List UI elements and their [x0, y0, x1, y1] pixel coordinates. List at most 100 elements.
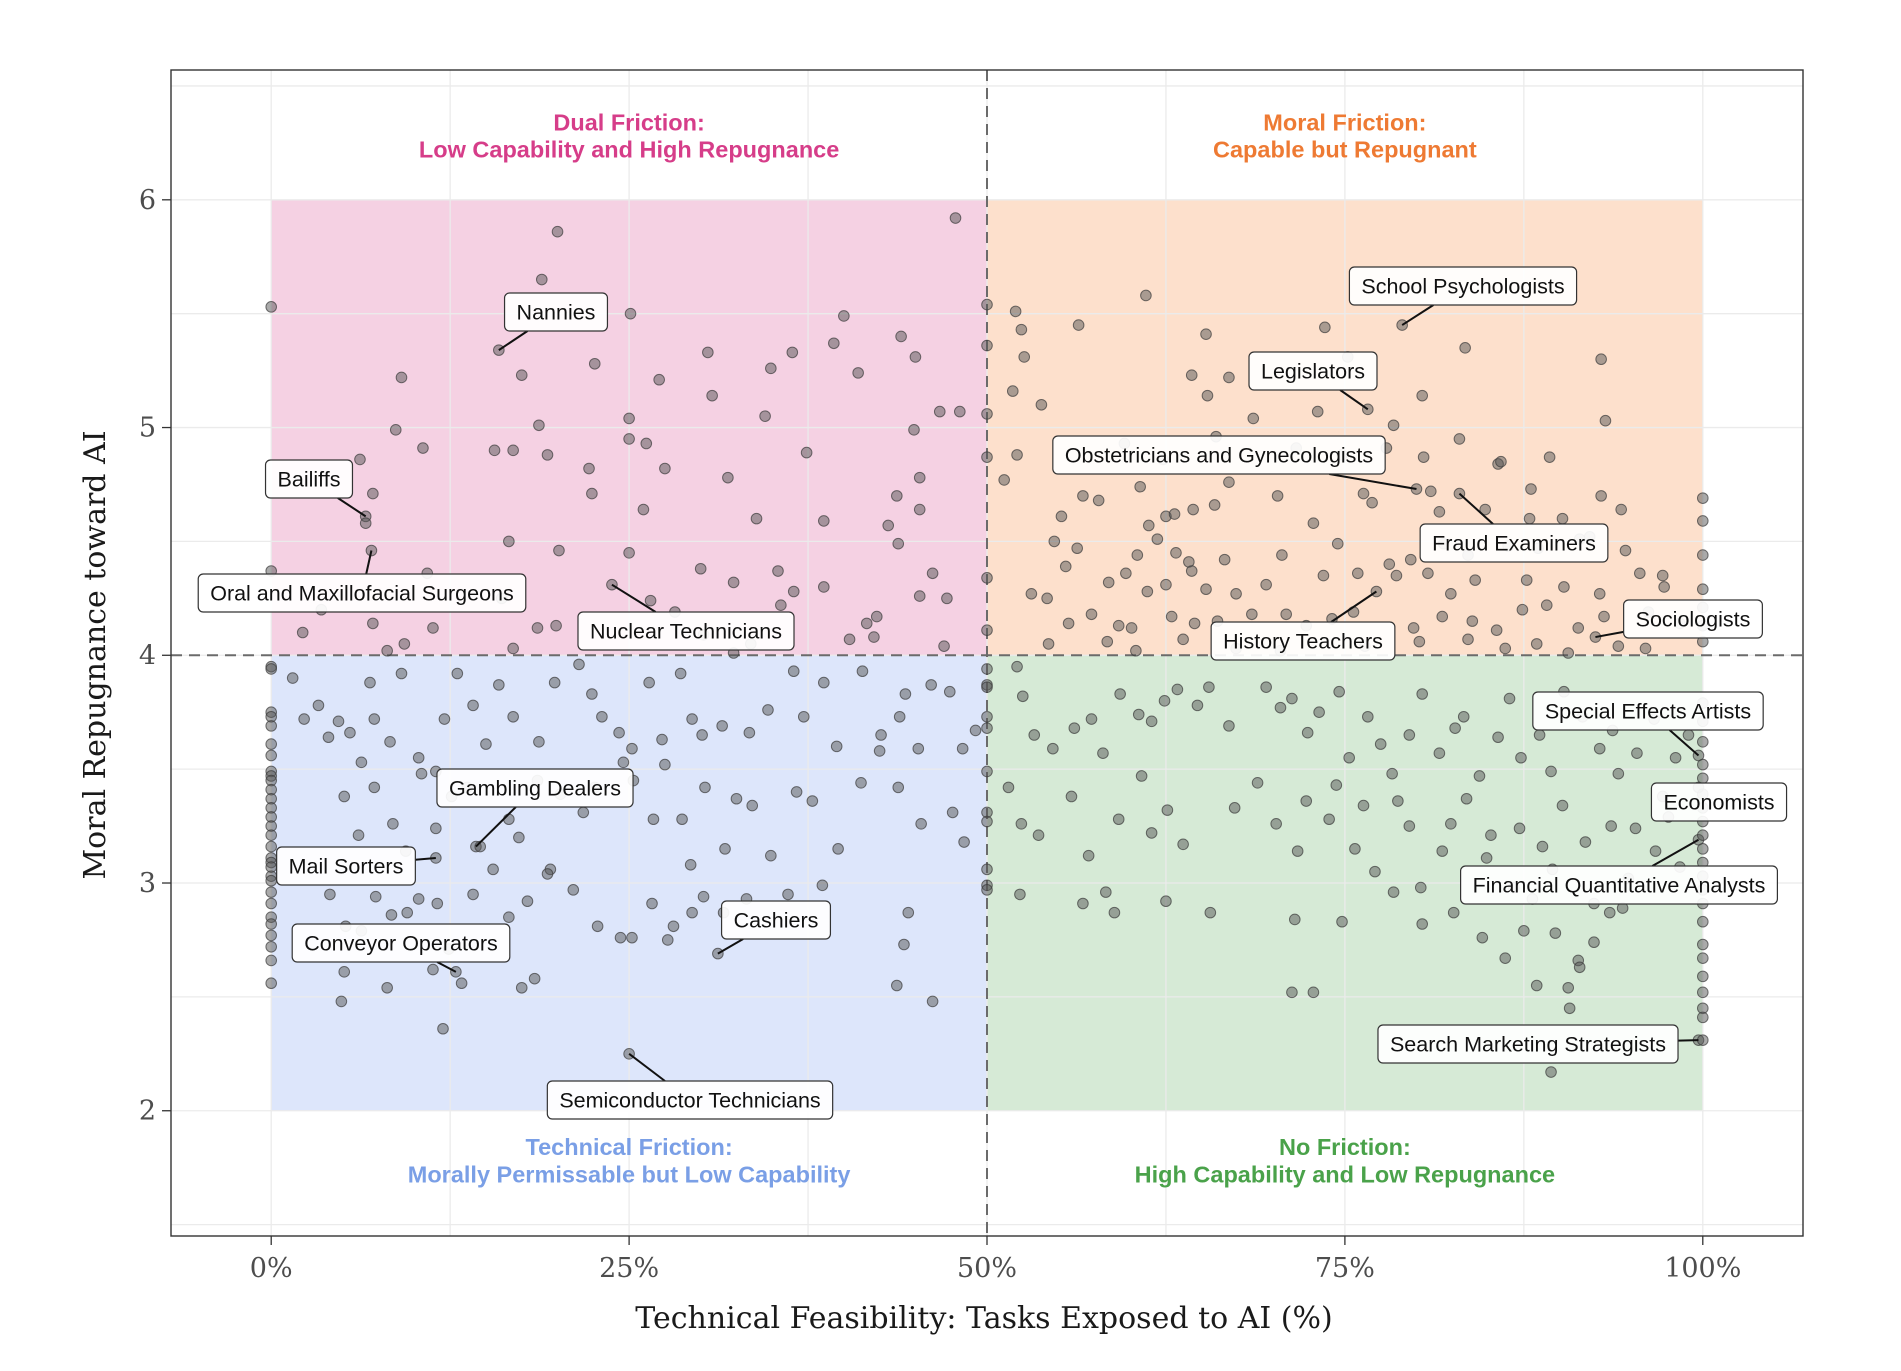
data-point: [1062, 617, 1075, 630]
data-point: [1317, 569, 1330, 582]
y-tick-label: 5: [139, 413, 156, 444]
reference-lines: [171, 70, 1803, 1236]
label-text: Conveyor Operators: [304, 932, 498, 956]
data-point: [1160, 895, 1172, 908]
data-point: [969, 724, 982, 737]
data-point: [1011, 449, 1023, 461]
label-box: [197, 573, 527, 613]
data-point: [507, 444, 519, 457]
data-point: [1042, 638, 1055, 650]
data-point: [427, 622, 439, 634]
data-point: [1696, 843, 1709, 855]
data-point: [1433, 747, 1446, 760]
label-box: [291, 923, 511, 963]
quadrant-title-layer: Dual Friction:Low Capability and High Re…: [408, 109, 1555, 1187]
data-point: [1403, 820, 1416, 832]
data-point: [674, 667, 687, 680]
data-point: [1436, 610, 1449, 623]
label-leader-line: [1668, 729, 1700, 757]
data-point: [1130, 644, 1142, 657]
data-point: [1696, 915, 1709, 928]
data-point: [1108, 906, 1121, 919]
label-box: [1248, 351, 1378, 391]
data-point: [1669, 751, 1682, 764]
data-point: [1330, 779, 1343, 791]
label-leader-line: [1651, 838, 1699, 867]
label-leader-line: [475, 806, 517, 848]
data-point: [1323, 813, 1335, 826]
data-point: [750, 512, 763, 525]
label-box: [264, 459, 354, 499]
data-point: [1515, 751, 1527, 764]
data-point: [787, 585, 800, 598]
label-leader-line: [717, 938, 744, 955]
data-point: [926, 567, 939, 580]
data-point: [830, 740, 843, 753]
data-point: [1543, 451, 1556, 463]
point-label: Cashiers: [717, 900, 832, 955]
data-point: [1516, 603, 1529, 616]
data-point: [1696, 758, 1709, 771]
label-leader-line: [1339, 389, 1369, 411]
label-text: Sociologists: [1636, 608, 1751, 632]
data-point: [1696, 549, 1709, 561]
data-point: [1545, 1066, 1557, 1078]
data-point: [1518, 925, 1530, 937]
data-point: [1599, 414, 1612, 427]
data-point: [417, 442, 429, 454]
data-point: [1188, 617, 1201, 630]
label-text: Financial Quantitative Analysts: [1473, 874, 1766, 898]
data-point: [332, 715, 345, 728]
data-point: [1082, 849, 1095, 862]
data-point: [1276, 549, 1288, 561]
data-point: [981, 408, 993, 420]
data-point: [1177, 633, 1189, 646]
label-leader-line: [436, 961, 457, 973]
point-label: Economists: [1650, 782, 1788, 822]
data-point: [1462, 633, 1474, 646]
data-point: [1403, 729, 1416, 741]
data-point: [265, 977, 278, 990]
data-point: [1311, 405, 1324, 418]
data-point: [895, 330, 907, 343]
data-point: [1383, 558, 1396, 570]
y-axis-title: Moral Repugnance toward AI: [78, 430, 113, 879]
data-point: [981, 722, 993, 734]
data-point: [694, 562, 707, 575]
data-point: [1170, 546, 1182, 559]
data-point: [1145, 827, 1158, 839]
data-point: [686, 906, 698, 919]
data-point: [1141, 585, 1154, 598]
data-point: [855, 777, 867, 789]
point-label: Sociologists: [1595, 599, 1763, 639]
data-point: [1068, 722, 1081, 734]
data-point: [1218, 553, 1231, 566]
y-tick-label: 4: [139, 640, 156, 671]
label-box: [503, 292, 609, 332]
data-point: [772, 565, 784, 577]
data-point: [775, 599, 787, 611]
data-point: [1059, 560, 1072, 573]
label-box: [1460, 865, 1778, 905]
data-point: [640, 437, 653, 450]
data-point: [1696, 952, 1709, 964]
data-point: [875, 729, 887, 741]
label-leader-line: [415, 856, 436, 861]
label-leader-line: [1330, 590, 1377, 623]
data-point: [838, 310, 850, 322]
data-point: [613, 726, 625, 739]
data-point: [507, 642, 519, 655]
point-label: Semiconductor Technicians: [546, 1053, 834, 1120]
data-point: [1392, 795, 1404, 807]
data-point: [958, 836, 970, 848]
data-point: [355, 756, 368, 769]
label-leader-line: [1401, 304, 1434, 326]
data-point: [1656, 569, 1669, 582]
point-label: Mail Sorters: [276, 846, 436, 886]
data-point: [1530, 979, 1543, 992]
data-point: [1092, 494, 1105, 507]
data-point: [762, 704, 774, 716]
data-point: [1100, 886, 1112, 898]
data-point: [1270, 818, 1282, 830]
data-point: [1556, 512, 1569, 525]
